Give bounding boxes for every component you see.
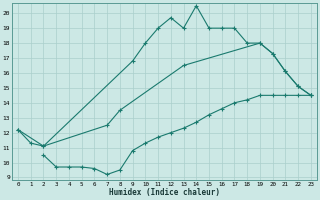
X-axis label: Humidex (Indice chaleur): Humidex (Indice chaleur)	[109, 188, 220, 197]
